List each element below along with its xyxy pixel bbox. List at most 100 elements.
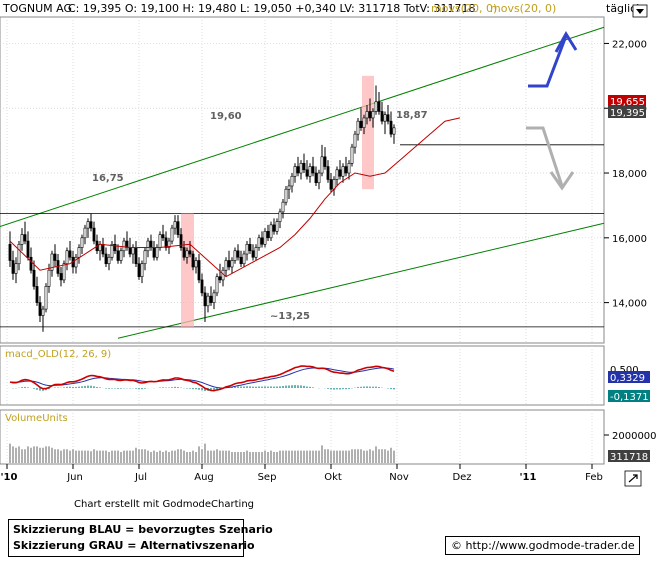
- candle-body: [113, 243, 117, 252]
- candle-body: [50, 253, 54, 271]
- last-value-badge: [608, 106, 646, 118]
- header-instrument: TOGNUM AG: [2, 2, 72, 15]
- copyright-icon: ©: [451, 539, 462, 552]
- candle-body: [284, 188, 288, 203]
- candle-body: [20, 234, 24, 245]
- macd-value-label: 0,3329: [610, 373, 645, 384]
- candle-body: [383, 114, 387, 122]
- time-tick-label: Jun: [66, 472, 83, 483]
- time-tick-label: '11: [520, 472, 537, 483]
- candle-body: [320, 156, 324, 174]
- legend-line-blue: Skizzierung BLAU = bevorzugtes Szenario: [13, 523, 273, 536]
- candle-body: [248, 243, 252, 252]
- candle-body: [17, 243, 21, 265]
- candle-body: [35, 286, 39, 303]
- macd-value-badge: [608, 390, 650, 402]
- candle-body: [377, 101, 381, 112]
- candle-body: [227, 260, 231, 268]
- candle-body: [203, 292, 207, 307]
- time-tick-label: Sep: [258, 472, 277, 483]
- scroll-arrow-icon[interactable]: [632, 4, 648, 18]
- time-tick-label: Dez: [452, 472, 471, 483]
- blue-scenario-arrowhead: [554, 31, 578, 53]
- candle-body: [191, 253, 195, 268]
- candle-body: [233, 250, 237, 261]
- candle-body: [356, 120, 360, 135]
- candle-body: [209, 295, 213, 303]
- candle-body: [170, 227, 174, 242]
- candle-body: [293, 166, 297, 177]
- candle-body: [182, 247, 186, 258]
- candle-body: [134, 247, 138, 265]
- candle-body: [365, 111, 369, 119]
- macd-signal-line: [9, 367, 395, 389]
- candle-body: [155, 247, 159, 258]
- candle-body: [179, 234, 183, 248]
- grey-scenario-arrowhead: [549, 171, 575, 191]
- macd-value-label: 0,500: [610, 365, 639, 376]
- volume-bars: [9, 443, 395, 463]
- candle-body: [344, 166, 348, 174]
- volume-tick-label: 2000000: [612, 431, 657, 442]
- candle-body: [92, 227, 96, 242]
- candle-body: [26, 240, 30, 258]
- candle-body: [329, 179, 333, 190]
- time-tick-label: '10: [1, 472, 18, 483]
- candle-body: [74, 256, 78, 268]
- candle-body: [137, 263, 141, 277]
- candle-body: [11, 260, 15, 274]
- candle-body: [368, 111, 372, 119]
- channel-lower-line: [117, 222, 605, 339]
- candle-body: [83, 227, 87, 239]
- blue-scenario-path: [528, 35, 568, 88]
- volume-last-label: 311718: [610, 452, 648, 463]
- level-annotation: 19,60: [210, 111, 242, 122]
- time-tick-label: Jul: [134, 472, 147, 483]
- trend-channel: [0, 26, 605, 339]
- candle-body: [68, 250, 72, 258]
- level-annotation: 16,75: [92, 173, 124, 184]
- candle-body: [14, 263, 18, 274]
- candle-body: [380, 111, 384, 122]
- price-tick-label: 18,000: [612, 169, 647, 180]
- channel-upper-line: [0, 26, 605, 227]
- candle-body: [263, 231, 267, 245]
- candle-body: [290, 175, 294, 187]
- candle-body: [299, 163, 303, 174]
- last-value-label: 19,655: [610, 97, 645, 108]
- candle-body: [53, 253, 57, 261]
- level-annotation: 18,87: [396, 110, 428, 121]
- last-value-badge: [608, 95, 646, 107]
- candle-body: [86, 221, 90, 229]
- highlight-band: [362, 75, 374, 190]
- candle-body: [125, 240, 129, 248]
- time-tick-label: Nov: [389, 472, 409, 483]
- candle-body: [296, 166, 300, 174]
- candle-body: [224, 260, 228, 271]
- candle-body: [185, 250, 189, 258]
- candle-body: [230, 260, 234, 268]
- zoom-arrow-icon[interactable]: [624, 470, 642, 487]
- chart-credit: Chart erstellt mit GodmodeCharting: [74, 499, 254, 510]
- candle-body: [41, 308, 45, 316]
- candle-body: [215, 276, 219, 294]
- price-tick-label: 14,000: [612, 299, 647, 310]
- candle-body: [80, 237, 84, 248]
- candle-body: [269, 224, 273, 239]
- candle-body: [59, 273, 63, 281]
- moving-average-line: [9, 117, 461, 278]
- legend-line-grey: Skizzierung GRAU = Alternativszenario: [13, 539, 255, 552]
- volume-panel: [0, 409, 605, 465]
- price-tick-label: 16,000: [612, 234, 647, 245]
- candle-body: [281, 201, 285, 213]
- candle-body: [335, 169, 339, 180]
- candle-body: [218, 276, 222, 281]
- candle-body: [242, 253, 246, 265]
- source-url[interactable]: © http://www.godmode-trader.de: [445, 536, 640, 555]
- candle-body: [362, 117, 366, 128]
- candle-body: [194, 260, 198, 268]
- candle-body: [350, 146, 354, 164]
- candle-body: [173, 221, 177, 229]
- price-tick-label: 22,000: [612, 39, 647, 50]
